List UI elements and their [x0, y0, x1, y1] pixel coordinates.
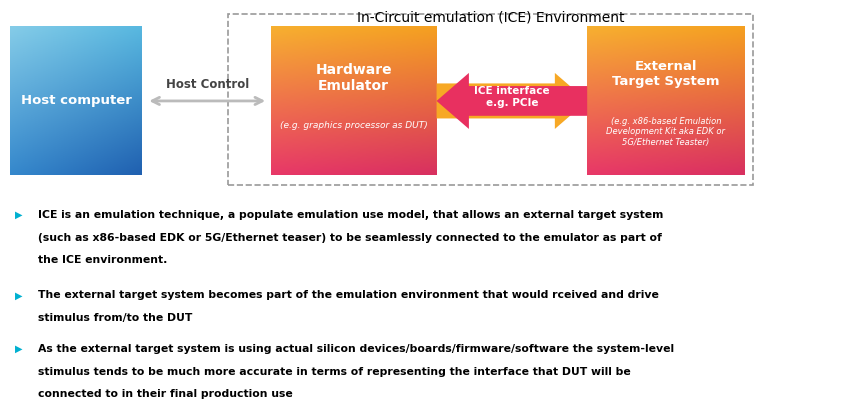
Text: Host Control: Host Control [166, 77, 248, 91]
Text: connected to in their final production use: connected to in their final production u… [38, 389, 293, 399]
Text: stimulus from/to the DUT: stimulus from/to the DUT [38, 313, 192, 323]
Text: External
Target System: External Target System [612, 60, 720, 88]
Text: ▶: ▶ [15, 344, 23, 354]
Bar [228, 14, 753, 185]
Text: As the external target system is using actual silicon devices/boards/firmware/so: As the external target system is using a… [38, 344, 675, 354]
Text: ▶: ▶ [15, 290, 23, 300]
Text: stimulus tends to be much more accurate in terms of representing the interface t: stimulus tends to be much more accurate … [38, 367, 631, 377]
Text: ICE is an emulation technique, a populate emulation use model, that allows an ex: ICE is an emulation technique, a populat… [38, 210, 664, 220]
Text: (e.g. x86-based Emulation
Development Kit aka EDK or
5G/Ethernet Teaster): (e.g. x86-based Emulation Development Ki… [607, 117, 725, 147]
Text: In-Circuit emulation (ICE) Environment: In-Circuit emulation (ICE) Environment [357, 10, 625, 24]
FancyArrow shape [437, 73, 587, 129]
Text: (e.g. graphics processor as DUT): (e.g. graphics processor as DUT) [280, 121, 427, 130]
Text: ▶: ▶ [15, 210, 23, 220]
Text: ICE interface
e.g. PCIe: ICE interface e.g. PCIe [474, 86, 550, 108]
Text: the ICE environment.: the ICE environment. [38, 255, 168, 265]
Text: Host computer: Host computer [20, 94, 132, 108]
Text: The external target system becomes part of the emulation environment that would : The external target system becomes part … [38, 290, 660, 300]
Text: Hardware
Emulator: Hardware Emulator [315, 63, 392, 94]
Text: (such as x86-based EDK or 5G/Ethernet teaser) to be seamlessly connected to the : (such as x86-based EDK or 5G/Ethernet te… [38, 233, 662, 243]
FancyArrow shape [437, 73, 587, 129]
